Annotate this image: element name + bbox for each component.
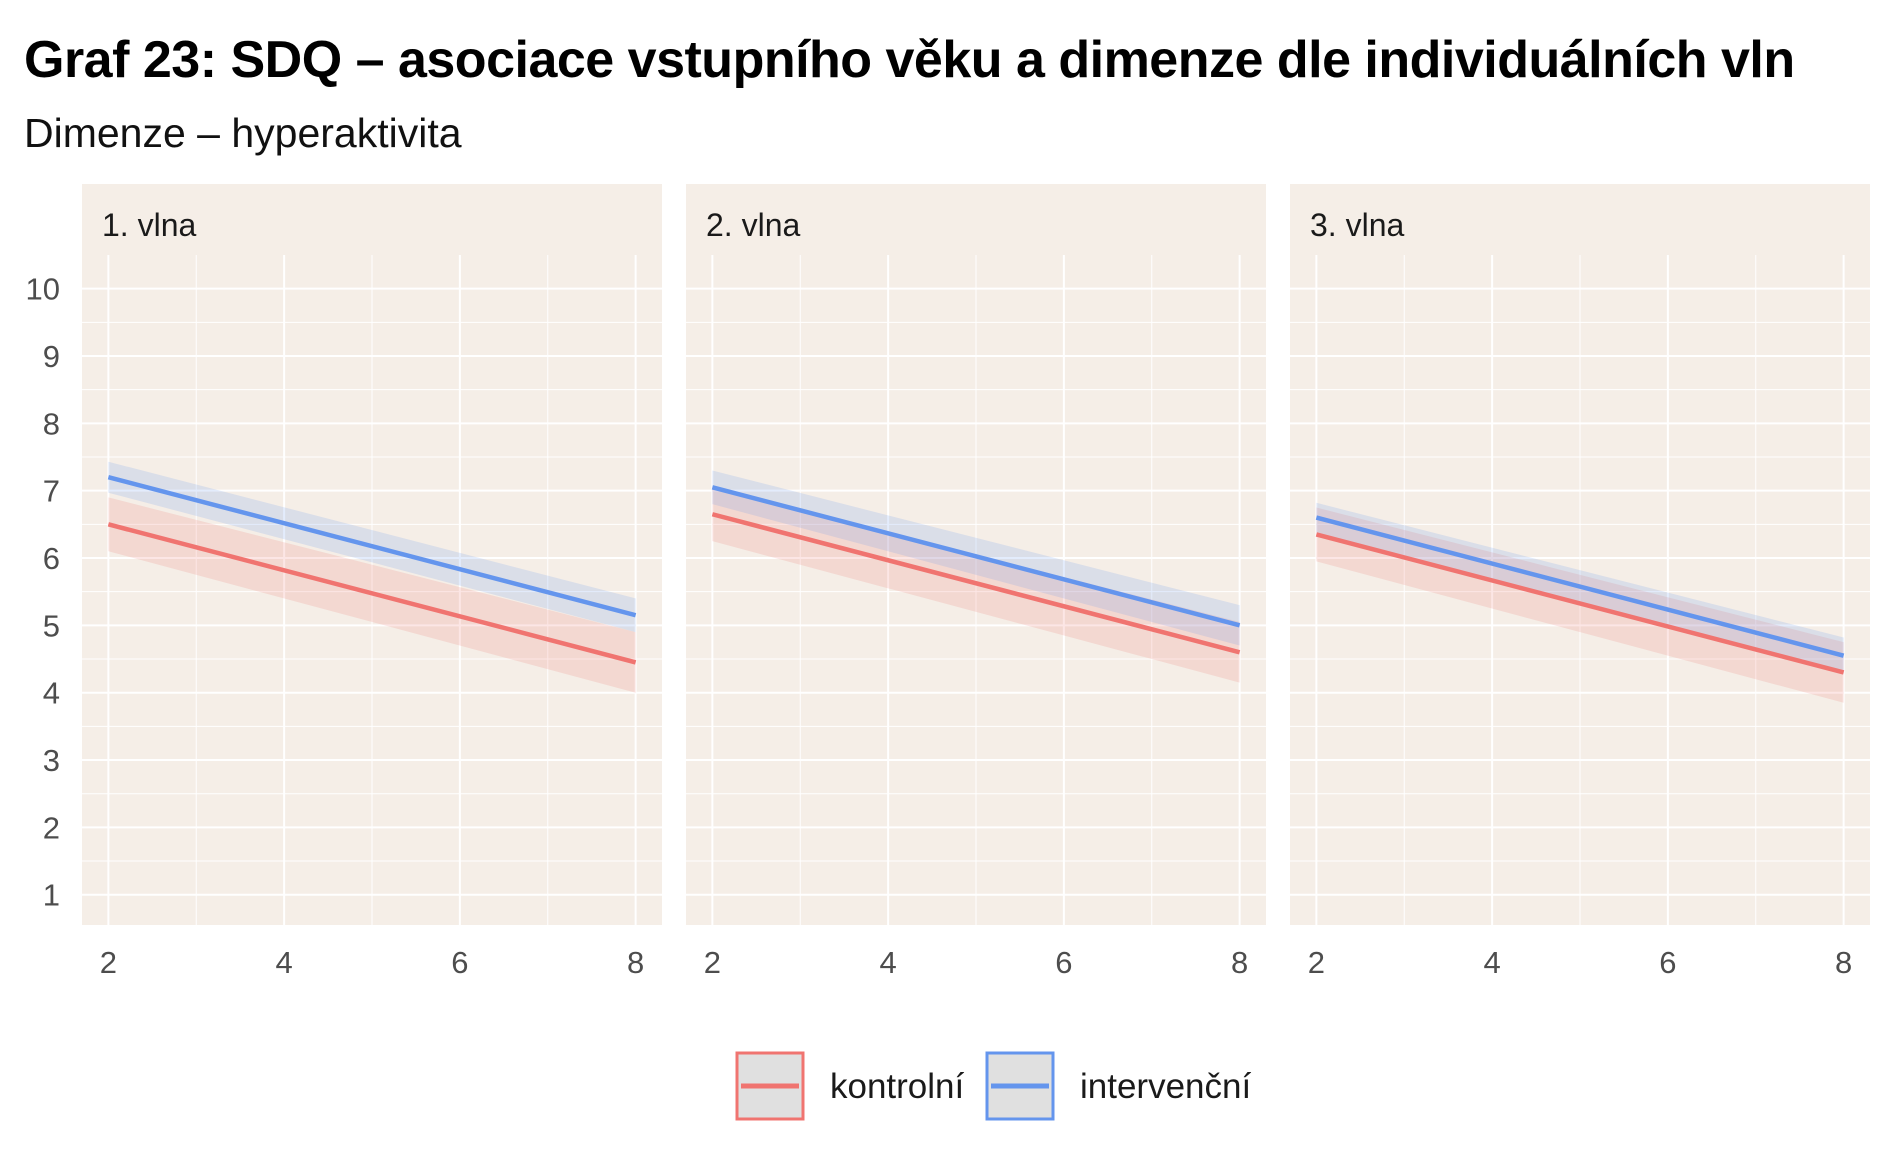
legend-label: kontrolní [830, 1067, 965, 1106]
x-tick-label: 6 [1659, 945, 1676, 980]
x-tick-label: 2 [1308, 945, 1325, 980]
x-tick-label: 6 [1055, 945, 1072, 980]
x-tick-label: 8 [1835, 945, 1852, 980]
y-tick-label: 7 [43, 474, 60, 509]
series-line-kontrolni [711, 512, 1241, 655]
series-line-intervencni [107, 475, 637, 618]
x-tick-label: 2 [704, 945, 721, 980]
legend-item: kontrolní [735, 1051, 965, 1121]
facet-label: 3. vlna [1310, 207, 1404, 243]
facet-panel-3: 3. vlna 2 4 6 8 [1290, 184, 1870, 980]
y-tick-label: 3 [43, 743, 60, 778]
x-tick-label: 8 [627, 945, 644, 980]
y-tick-label: 1 [43, 878, 60, 913]
facet-label: 1. vlna [102, 207, 196, 243]
series-line-intervencni [1315, 515, 1845, 658]
y-tick-label: 9 [43, 339, 60, 374]
y-tick-label: 4 [43, 676, 60, 711]
legend-label: intervenční [1080, 1067, 1251, 1106]
series-line-intervencni [711, 485, 1241, 628]
series-line-kontrolni [107, 522, 637, 665]
x-tick-label: 6 [451, 945, 468, 980]
y-tick-label: 10 [26, 272, 60, 307]
legend-item: intervenční [985, 1051, 1251, 1121]
facet-panel-1: 1. vlna 2 4 6 8 [82, 184, 662, 980]
x-tick-label: 4 [275, 945, 292, 980]
y-tick-label: 5 [43, 608, 60, 643]
facet-label: 2. vlna [706, 207, 800, 243]
y-tick-label: 6 [43, 541, 60, 576]
x-tick-label: 4 [1483, 945, 1500, 980]
series-line-kontrolni [1315, 532, 1845, 675]
y-tick-label: 2 [43, 810, 60, 845]
legend: kontrolní intervenční [735, 1051, 1251, 1121]
x-tick-label: 2 [100, 945, 117, 980]
facet-panel-2: 2. vlna 2 4 6 8 [686, 184, 1266, 980]
x-tick-label: 4 [879, 945, 896, 980]
y-tick-label: 8 [43, 406, 60, 441]
chart-title: Graf 23: SDQ – asociace vstupního věku a… [24, 31, 1795, 89]
chart-subtitle: Dimenze – hyperaktivita [24, 110, 462, 156]
x-tick-label: 8 [1231, 945, 1248, 980]
